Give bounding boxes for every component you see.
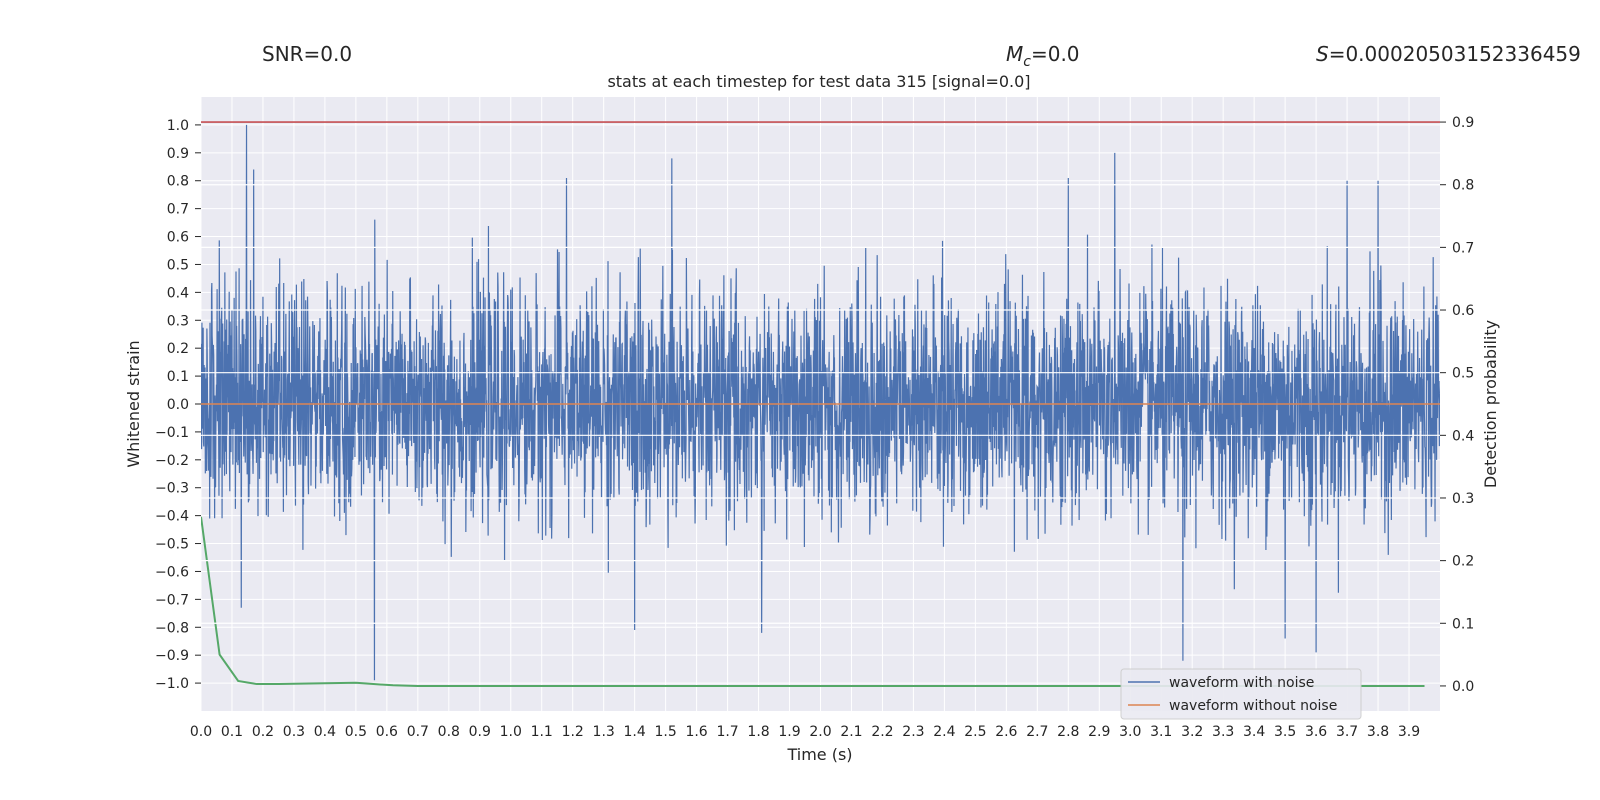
y-left-tick-label: −0.3 [155,481,189,497]
y-right-tick-label: 0.0 [1452,679,1474,695]
x-tick-label: 0.8 [438,724,460,740]
grid-horizontal-right-overlay [201,184,1440,624]
x-tick-label: 0.5 [345,724,367,740]
y-left-tick-label: −0.4 [155,509,189,525]
x-tick-label: 1.6 [685,724,707,740]
x-tick-label: 0.0 [190,724,212,740]
y-right-tick-label: 0.1 [1452,616,1474,632]
y-left-tick-label: 0.8 [167,174,189,190]
header-mc-sub: c [1023,54,1031,70]
series-detection-probability [201,516,1425,687]
header-s: S=0.00020503152336459 [1316,42,1581,66]
y-right-tick-label: 0.2 [1452,554,1474,570]
y-left-tick-label: −0.8 [155,620,189,636]
x-tick-label: 1.5 [654,724,676,740]
x-tick-label: 0.2 [252,724,274,740]
x-tick-label: 2.2 [871,724,893,740]
x-tick-label: 0.3 [283,724,305,740]
x-tick-label: 1.3 [593,724,615,740]
x-tick-label: 2.8 [1057,724,1079,740]
x-tick-label: 1.1 [531,724,553,740]
x-tick-label: 2.4 [933,724,955,740]
x-tick-label: 0.7 [407,724,429,740]
x-axis-ticks: 0.0 0.1 0.2 0.3 0.4 0.5 0.6 0.7 0.8 0.9 1.0 1.1 1.2 1… [190,724,1420,740]
x-tick-label: 3.8 [1367,724,1389,740]
y-right-tick-label: 0.7 [1452,240,1474,256]
x-tick-label: 3.9 [1398,724,1420,740]
y-axis-left-ticks: 1.0 0.9 0.8 0.7 0.6 0.5 0.4 0.3 0.2 0.1 0.0 −0.1 −0.… [155,118,201,692]
y-axis-left-label: Whitened strain [124,340,143,467]
y-left-tick-label: 0.5 [167,257,189,273]
x-tick-label: 2.3 [902,724,924,740]
y-left-tick-label: 0.7 [167,202,189,218]
header-mc-value: =0.0 [1031,42,1080,66]
y-left-tick-label: 0.9 [167,146,189,162]
x-tick-label: 3.1 [1150,724,1172,740]
y-axis-right-ticks: 0.9 0.8 0.7 0.6 0.5 0.4 0.3 0.2 0.1 0.0 [1440,115,1474,695]
header-snr: SNR=0.0 [262,42,352,66]
y-left-tick-label: 0.2 [167,341,189,357]
x-tick-label: 1.9 [778,724,800,740]
x-tick-label: 1.2 [562,724,584,740]
x-tick-label: 3.0 [1119,724,1141,740]
y-left-tick-label: 0.1 [167,369,189,385]
x-tick-label: 1.0 [500,724,522,740]
x-tick-label: 2.6 [995,724,1017,740]
x-tick-label: 1.7 [716,724,738,740]
x-tick-label: 3.4 [1243,724,1265,740]
x-tick-label: 1.4 [624,724,646,740]
x-tick-label: 3.6 [1305,724,1327,740]
x-tick-label: 3.7 [1336,724,1358,740]
x-tick-label: 2.5 [964,724,986,740]
x-tick-label: 2.0 [809,724,831,740]
y-axis-right-label: Detection probability [1481,320,1500,488]
x-tick-label: 1.8 [747,724,769,740]
x-tick-label: 2.1 [840,724,862,740]
x-tick-label: 3.2 [1181,724,1203,740]
legend-label-noise: waveform with noise [1169,675,1314,691]
y-left-tick-label: −0.7 [155,592,189,608]
legend-box [1120,668,1362,720]
x-tick-label: 2.7 [1026,724,1048,740]
y-left-tick-label: −0.1 [155,425,189,441]
y-left-tick-label: 0.3 [167,313,189,329]
y-right-tick-label: 0.4 [1452,428,1474,444]
y-left-tick-label: −0.6 [155,564,189,580]
x-tick-label: 0.4 [314,724,336,740]
x-tick-label: 0.6 [376,724,398,740]
y-left-tick-label: −0.9 [155,648,189,664]
y-left-tick-label: 1.0 [167,118,189,134]
y-left-tick-label: −0.5 [155,537,189,553]
y-right-tick-label: 0.3 [1452,491,1474,507]
x-tick-label: 0.1 [221,724,243,740]
y-left-tick-label: −1.0 [155,676,189,692]
y-right-tick-label: 0.9 [1452,115,1474,131]
x-axis-label: Time (s) [786,745,852,764]
x-tick-label: 3.5 [1274,724,1296,740]
y-right-tick-label: 0.6 [1452,303,1474,319]
y-left-tick-label: −0.2 [155,453,189,469]
x-tick-label: 0.9 [469,724,491,740]
x-tick-label: 2.9 [1088,724,1110,740]
header-s-symbol: S [1316,42,1329,66]
legend-label-clean: waveform without noise [1169,698,1337,714]
header-mc-symbol: M [1006,42,1023,66]
y-left-tick-label: 0.0 [167,397,189,413]
x-tick-label: 3.3 [1212,724,1234,740]
header-s-value: =0.00020503152336459 [1329,42,1581,66]
series-waveform-with-noise [201,124,1440,681]
legend: waveform with noise waveform without noi… [1120,668,1362,720]
header-mc: Mc=0.0 [1006,42,1080,70]
y-right-tick-label: 0.8 [1452,178,1474,194]
y-left-tick-label: 0.4 [167,285,189,301]
y-left-tick-label: 0.6 [167,230,189,246]
y-right-tick-label: 0.5 [1452,366,1474,382]
chart-title: stats at each timestep for test data 315… [607,72,1030,91]
